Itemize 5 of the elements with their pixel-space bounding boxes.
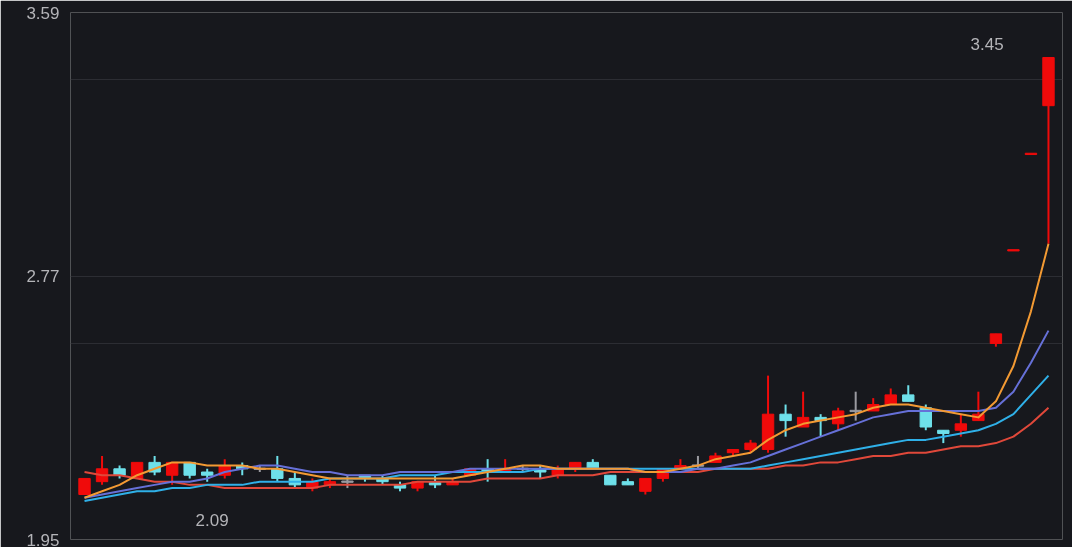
- annotation: 2.09: [195, 510, 229, 530]
- y-tick-label: 3.59: [26, 3, 60, 23]
- annotation: 3.45: [970, 34, 1004, 54]
- y-tick-label: 2.77: [26, 267, 60, 286]
- y-tick-label: 1.95: [26, 530, 60, 547]
